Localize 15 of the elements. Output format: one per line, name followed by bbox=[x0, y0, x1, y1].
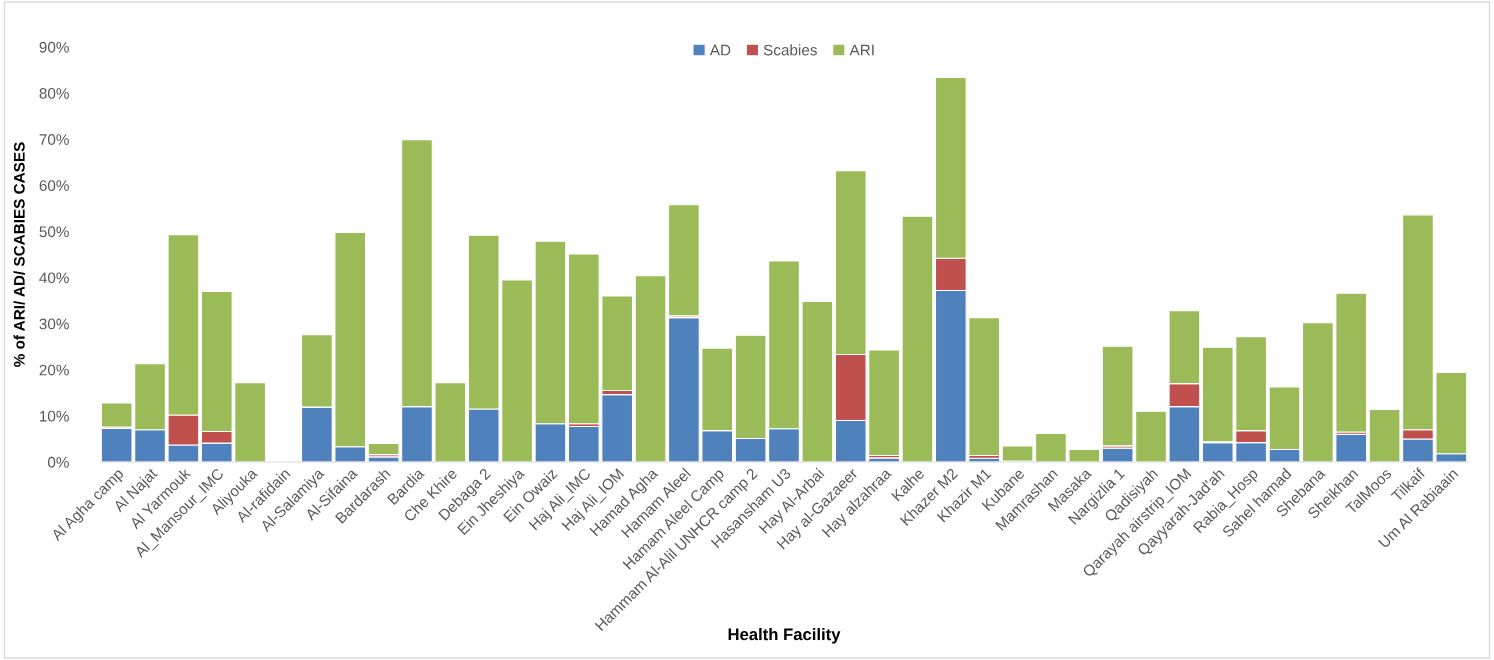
x-axis-title: Health Facility bbox=[728, 628, 841, 644]
legend-label: AD bbox=[709, 44, 731, 56]
y-tick-label: 90% bbox=[39, 41, 69, 53]
y-tick-label: 60% bbox=[39, 180, 69, 192]
y-tick-label: 80% bbox=[39, 87, 69, 99]
legend-label: Scabies bbox=[763, 44, 817, 56]
y-tick-label: 20% bbox=[39, 364, 69, 376]
y-tick-label: 70% bbox=[39, 134, 69, 145]
y-tick-label: 40% bbox=[39, 272, 69, 284]
y-tick-label: 0% bbox=[47, 456, 69, 468]
y-tick-label: 10% bbox=[40, 410, 69, 422]
legend-label: ARI bbox=[849, 44, 874, 56]
y-tick-label: 30% bbox=[39, 318, 69, 330]
y-tick-label: 50% bbox=[39, 226, 69, 238]
y-axis-title: % of ARI/ AD/ SCABIES CASES bbox=[13, 142, 25, 367]
